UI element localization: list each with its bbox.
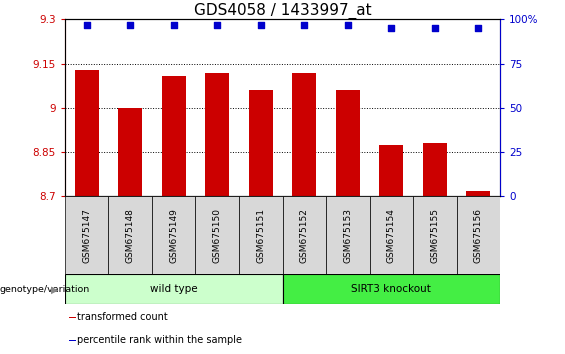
Point xyxy=(212,22,221,28)
Bar xyxy=(370,196,413,274)
Point xyxy=(430,25,439,31)
Point xyxy=(473,25,483,31)
Text: GSM675154: GSM675154 xyxy=(387,208,396,263)
Bar xyxy=(282,196,326,274)
Text: GSM675151: GSM675151 xyxy=(257,208,265,263)
Bar xyxy=(336,90,360,196)
Bar xyxy=(466,190,490,196)
Bar xyxy=(69,317,76,318)
Title: GDS4058 / 1433997_at: GDS4058 / 1433997_at xyxy=(194,3,371,19)
Text: GSM675148: GSM675148 xyxy=(126,208,134,263)
Point xyxy=(169,22,178,28)
Text: SIRT3 knockout: SIRT3 knockout xyxy=(351,284,431,295)
Point xyxy=(343,22,352,28)
Bar xyxy=(326,196,370,274)
Text: genotype/variation: genotype/variation xyxy=(0,285,90,294)
Text: percentile rank within the sample: percentile rank within the sample xyxy=(77,335,242,346)
Point xyxy=(256,22,265,28)
Bar xyxy=(195,196,239,274)
Bar xyxy=(75,70,99,196)
Bar xyxy=(379,145,403,196)
Bar xyxy=(118,108,142,196)
Bar xyxy=(282,274,500,304)
Bar xyxy=(69,340,76,341)
Text: transformed count: transformed count xyxy=(77,312,168,322)
Text: GSM675150: GSM675150 xyxy=(213,208,221,263)
Bar xyxy=(423,143,447,196)
Bar xyxy=(457,196,500,274)
Point xyxy=(82,22,92,28)
Text: wild type: wild type xyxy=(150,284,198,295)
Bar xyxy=(162,75,186,196)
Text: GSM675149: GSM675149 xyxy=(170,208,178,263)
Point xyxy=(299,22,308,28)
Point xyxy=(386,25,396,31)
Bar xyxy=(65,274,282,304)
Bar xyxy=(152,196,195,274)
Text: GSM675147: GSM675147 xyxy=(82,208,91,263)
Bar xyxy=(249,90,273,196)
Text: ▶: ▶ xyxy=(51,284,58,295)
Text: GSM675152: GSM675152 xyxy=(300,208,308,263)
Bar xyxy=(108,196,152,274)
Bar xyxy=(413,196,457,274)
Text: GSM675153: GSM675153 xyxy=(344,208,352,263)
Bar xyxy=(205,73,229,196)
Text: GSM675155: GSM675155 xyxy=(431,208,439,263)
Point xyxy=(125,22,134,28)
Bar xyxy=(292,73,316,196)
Bar xyxy=(239,196,282,274)
Text: GSM675156: GSM675156 xyxy=(474,208,483,263)
Bar xyxy=(65,196,108,274)
